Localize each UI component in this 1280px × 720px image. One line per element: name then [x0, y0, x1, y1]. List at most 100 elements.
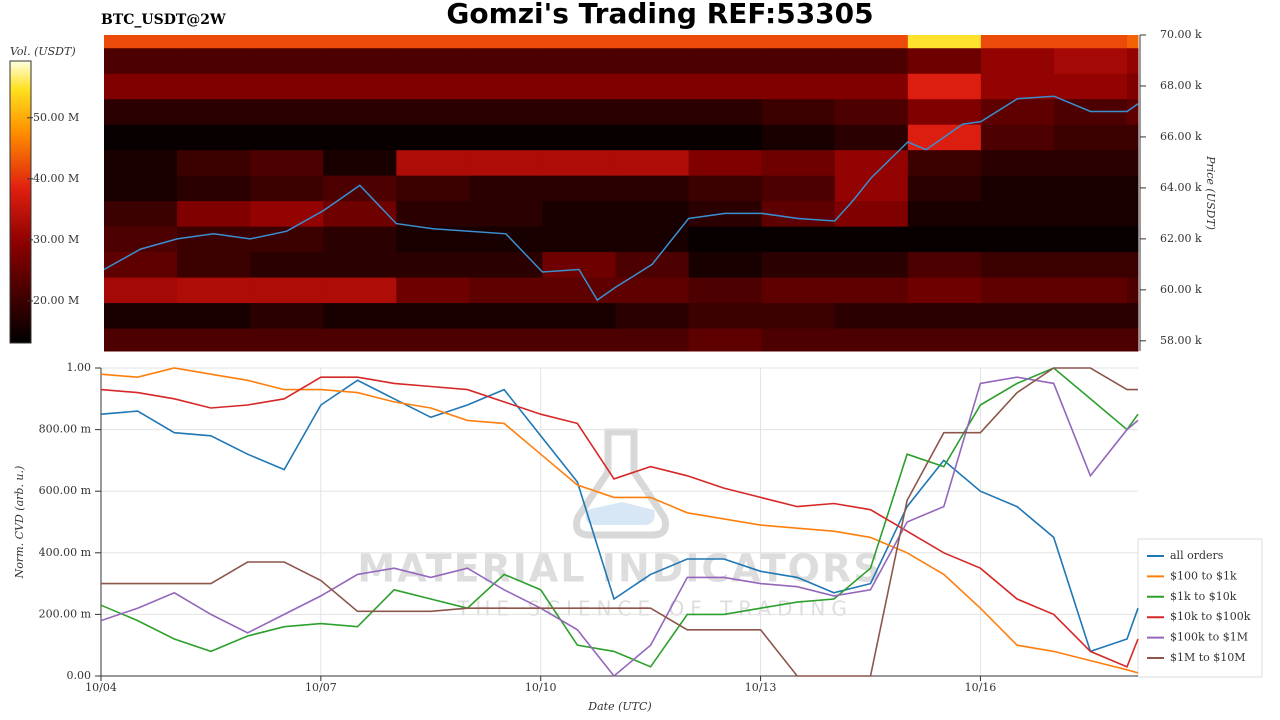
heatmap-cell: [469, 175, 543, 202]
heatmap-cell: [177, 98, 251, 125]
heatmap-cell: [396, 251, 470, 278]
heatmap-cell: [1127, 73, 1139, 100]
y-tick-label: 60.00 k: [1160, 283, 1202, 296]
x-tick-label: 10/13: [745, 681, 777, 694]
heatmap-cell: [469, 251, 543, 278]
heatmap-cell: [323, 47, 397, 74]
heatmap-cell: [542, 226, 617, 253]
heatmap-cell: [469, 98, 543, 125]
heatmap-cell: [323, 149, 397, 176]
heatmap-cell: [396, 124, 470, 151]
heatmap-cell: [177, 277, 251, 304]
heatmap-cell: [104, 73, 178, 100]
heatmap-cell: [980, 124, 1055, 151]
heatmap-cell: [542, 328, 617, 352]
heatmap-cell: [761, 251, 836, 278]
heatmap-cell: [396, 200, 470, 227]
heatmap-cell: [688, 73, 763, 100]
heatmap-cell: [104, 200, 178, 227]
page-title: Gomzi's Trading REF:53305: [446, 0, 873, 30]
heatmap-cell: [1127, 226, 1139, 253]
heatmap-cell: [980, 73, 1055, 100]
heatmap-cell: [980, 251, 1055, 278]
heatmap-cell: [396, 149, 470, 176]
heatmap-cell: [177, 124, 251, 151]
heatmap-cell: [1053, 302, 1128, 329]
watermark-logo: [585, 502, 655, 525]
heatmap-cell: [834, 328, 909, 352]
heatmap-cell: [980, 302, 1055, 329]
heatmap-cell: [323, 200, 397, 227]
heatmap-cell: [615, 73, 690, 100]
heatmap-cell: [469, 302, 543, 329]
heatmap-cell: [1053, 149, 1128, 176]
colorbar-tick-label: 50.00 M: [33, 111, 79, 124]
heatmap-cell: [396, 328, 470, 352]
y-tick-label: 58.00 k: [1160, 334, 1202, 347]
heatmap-cell: [542, 35, 617, 49]
heatmap-cell: [177, 47, 251, 74]
heatmap-cell: [615, 47, 690, 74]
heatmap-cell: [907, 35, 982, 49]
heatmap-cell: [469, 277, 543, 304]
heatmap-cell: [907, 73, 982, 100]
heatmap-cell: [469, 226, 543, 253]
heatmap-cell: [1053, 200, 1128, 227]
heatmap-cell: [177, 175, 251, 202]
y-tick-label: 62.00 k: [1160, 232, 1202, 245]
y-tick-label: 0.00: [67, 669, 92, 682]
y-axis-label: Price (USDT): [1204, 155, 1217, 230]
heatmap-cell: [615, 149, 690, 176]
heatmap-cell: [250, 98, 324, 125]
data-line: [103, 95, 1139, 302]
heatmap-cell: [615, 200, 690, 227]
chart-title: BTC_USDT@2W: [101, 12, 226, 28]
heatmap-cell: [177, 73, 251, 100]
y-tick-label: 400.00 m: [39, 546, 92, 559]
heatmap-cell: [250, 277, 324, 304]
colorbar: [9, 60, 32, 344]
heatmap-cell: [542, 302, 617, 329]
heatmap-cell: [615, 35, 690, 49]
heatmap-cell: [907, 47, 982, 74]
legend-label: $100k to $1M: [1170, 631, 1248, 644]
y-tick-label: 1.00: [67, 361, 92, 374]
heatmap-cell: [177, 251, 251, 278]
heatmap-cell: [323, 124, 397, 151]
heatmap-cell: [761, 149, 836, 176]
heatmap-cell: [469, 200, 543, 227]
heatmap-cell: [688, 277, 763, 304]
heatmap-cell: [980, 149, 1055, 176]
heatmap-cell: [761, 302, 836, 329]
heatmap-cell: [688, 328, 763, 352]
heatmap-cell: [396, 35, 470, 49]
heatmap-cell: [396, 98, 470, 125]
heatmap-cell: [1053, 124, 1128, 151]
heatmap-cell: [177, 226, 251, 253]
heatmap-cell: [761, 175, 836, 202]
watermark: MATERIAL INDICATORS THE SCIENCE OF TRADI…: [357, 428, 881, 621]
data-line: [100, 367, 1139, 668]
heatmap-cell: [396, 175, 470, 202]
legend-label: $1k to $10k: [1170, 590, 1237, 603]
heatmap-cell: [469, 73, 543, 100]
heatmap-cell: [907, 302, 982, 329]
heatmap-cell: [1053, 47, 1128, 74]
heatmap-cell: [615, 277, 690, 304]
heatmap-cell: [615, 175, 690, 202]
heatmap-cell: [907, 251, 982, 278]
heatmap-cell: [323, 226, 397, 253]
heatmap-cell: [615, 98, 690, 125]
heatmap-cell: [834, 175, 909, 202]
heatmap-cell: [688, 47, 763, 74]
heatmap-cell: [177, 200, 251, 227]
heatmap-cell: [761, 328, 836, 352]
heatmap-cell: [688, 124, 763, 151]
heatmap-cell: [250, 35, 324, 49]
heatmap-cell: [323, 35, 397, 49]
heatmap-cell: [615, 124, 690, 151]
heatmap-cell: [323, 251, 397, 278]
colorbar-tick-label: 40.00 M: [33, 172, 79, 185]
heatmap-cell: [761, 35, 836, 49]
heatmap-cell: [1127, 98, 1139, 125]
